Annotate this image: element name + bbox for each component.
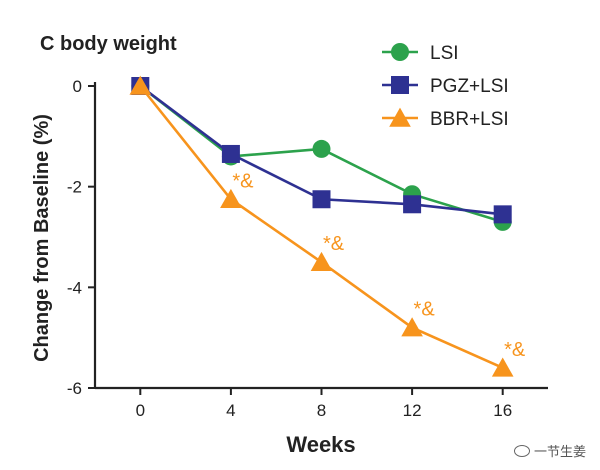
wechat-icon	[513, 444, 530, 457]
chart-title: C body weight	[40, 33, 177, 55]
data-point	[310, 251, 333, 271]
data-point	[312, 139, 331, 158]
y-tick-label: -6	[67, 379, 82, 398]
x-tick-label: 4	[226, 401, 235, 420]
data-point	[401, 317, 423, 337]
data-point	[493, 205, 512, 224]
legend-label: LSI	[430, 43, 459, 64]
legend: LSI PGZ+LSI BBR+LSI	[382, 43, 509, 130]
x-tick-label: 12	[403, 401, 422, 420]
data-point	[220, 188, 242, 209]
significance-annotation: *&	[414, 299, 436, 321]
significance-annotation: *&	[323, 233, 345, 255]
data-point	[129, 75, 152, 95]
data-point	[403, 195, 422, 214]
legend-item: PGZ+LSI	[382, 76, 509, 97]
data-point	[491, 357, 514, 377]
x-tick-label: 16	[493, 401, 512, 420]
y-axis-label: Change from Baseline (%)	[31, 114, 53, 362]
annotation-layer: *& *& *& *&	[232, 170, 526, 361]
y-tick-label: -4	[67, 278, 82, 297]
data-point	[221, 144, 240, 163]
legend-item: BBR+LSI	[382, 107, 509, 130]
x-tick-label: 8	[317, 401, 326, 420]
axes: 0 -2 -4 -6 0 4 8 12 16	[67, 77, 548, 420]
legend-item: LSI	[382, 43, 459, 64]
x-axis-label: Weeks	[286, 432, 355, 457]
watermark-text: 一节生姜	[533, 445, 586, 460]
legend-label: BBR+LSI	[430, 109, 509, 130]
significance-annotation: *&	[504, 339, 526, 361]
watermark: 一节生姜	[513, 441, 586, 460]
y-tick-label: -2	[67, 178, 82, 197]
x-tick-label: 0	[136, 401, 145, 420]
data-point	[312, 190, 331, 209]
legend-marker	[389, 107, 411, 127]
legend-label: PGZ+LSI	[430, 76, 509, 97]
series-bbr-lsi	[129, 75, 514, 377]
y-tick-label: 0	[73, 77, 82, 96]
legend-marker	[391, 76, 409, 94]
legend-marker	[391, 43, 409, 61]
series-layer	[129, 75, 514, 377]
significance-annotation: *&	[232, 170, 254, 192]
